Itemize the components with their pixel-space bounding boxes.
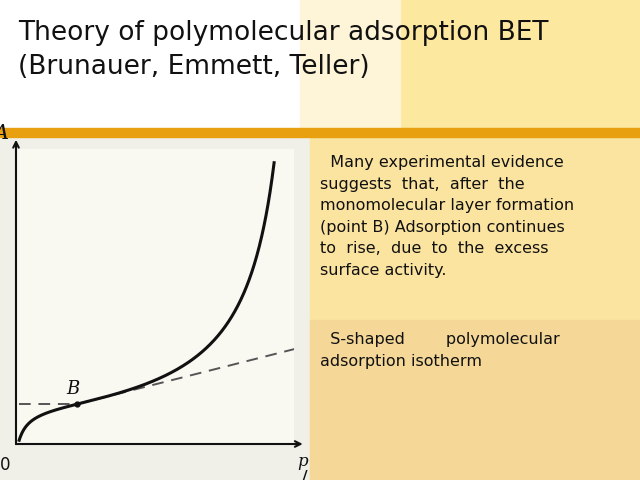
Text: /: / <box>301 469 308 480</box>
Text: B: B <box>67 381 80 398</box>
Text: Many experimental evidence
suggests  that,  after  the
monomolecular layer forma: Many experimental evidence suggests that… <box>320 155 574 278</box>
Bar <box>400 0 640 130</box>
Bar <box>310 320 640 480</box>
Bar <box>0 128 640 137</box>
Bar <box>0 137 310 480</box>
Text: 0: 0 <box>0 456 10 474</box>
Bar <box>310 137 640 480</box>
Text: Theory of polymolecular adsorption BET
(Brunauer, Emmett, Teller): Theory of polymolecular adsorption BET (… <box>18 20 548 81</box>
Bar <box>300 0 400 130</box>
Text: A: A <box>0 124 8 143</box>
Bar <box>0 0 640 130</box>
Text: S-shaped        polymolecular
adsorption isotherm: S-shaped polymolecular adsorption isothe… <box>320 332 560 369</box>
Text: p: p <box>297 453 308 470</box>
